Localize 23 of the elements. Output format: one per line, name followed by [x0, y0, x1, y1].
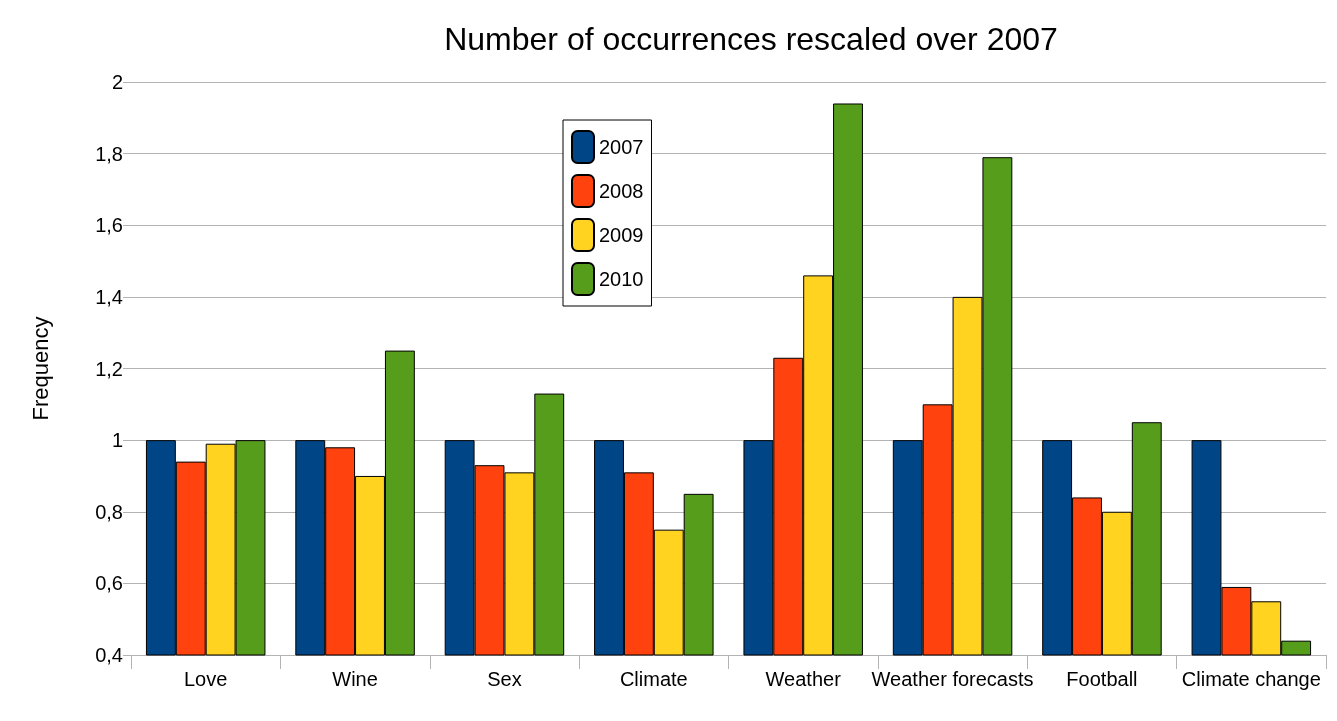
y-tick-label: 1,4	[95, 285, 123, 308]
legend-label: 2009	[599, 224, 644, 246]
y-tick-label: 0,4	[95, 644, 123, 666]
x-tick-label: Love	[184, 668, 228, 690]
legend-label: 2008	[599, 180, 644, 202]
y-tick-label: 0,6	[95, 572, 123, 595]
y-tick-label: 0,8	[95, 500, 123, 523]
y-tick-label: 2	[111, 71, 123, 93]
x-tick-label: Climate	[619, 668, 688, 690]
y-axis-title: Frequency	[27, 316, 53, 421]
x-tick-label: Wine	[332, 668, 378, 690]
y-tick-label: 1	[111, 429, 123, 452]
x-tick-label: Climate change	[1181, 668, 1321, 690]
legend-label: 2007	[599, 136, 644, 158]
y-tick-label: 1,8	[95, 142, 123, 165]
y-tick-label: 1,2	[95, 357, 123, 380]
chart-title: Number of occurrences rescaled over 2007	[444, 21, 1058, 57]
y-tick-label: 1,6	[95, 214, 123, 237]
x-tick-label: Sex	[487, 668, 522, 690]
x-tick-label: Weather forecasts	[871, 668, 1034, 690]
legend-label: 2010	[599, 268, 644, 290]
x-tick-label: Weather	[765, 668, 842, 690]
x-tick-label: Football	[1066, 668, 1138, 690]
